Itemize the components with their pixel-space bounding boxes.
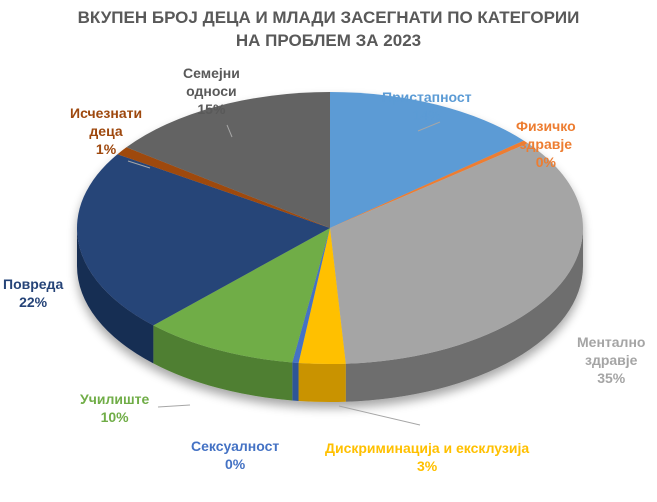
slice-label-8: Семејни односи 15% xyxy=(183,64,240,118)
pie-slice-7 xyxy=(117,147,330,228)
pie-slice-8 xyxy=(126,92,330,228)
leader-line-8 xyxy=(226,124,233,138)
slice-label-text: Исчезнати xyxy=(70,105,143,121)
slice-label-text: Повреда xyxy=(3,276,64,292)
leader-line-1 xyxy=(496,149,513,161)
leader-line-5 xyxy=(157,404,191,408)
pie-slice-6 xyxy=(76,154,331,326)
pie-side-5 xyxy=(153,325,293,401)
chart-title-line-2: НА ПРОБЛЕМ ЗА 2023 xyxy=(235,31,422,50)
slice-value-label: 1% xyxy=(95,141,117,157)
slice-label-0: Пристапност 14% xyxy=(382,88,472,124)
chart-title-line-1: ВКУПЕН БРОЈ ДЕЦА И МЛАДИ ЗАСЕГНАТИ ПО КА… xyxy=(77,8,580,27)
slice-label-4: Сексуалност 0% xyxy=(191,437,279,473)
slice-label-text: Дискриминација и ексклузија xyxy=(325,440,530,456)
slice-label-3: Дискриминација и ексклузија 3% xyxy=(325,439,529,475)
pie-slice-1 xyxy=(330,140,528,228)
leader-line-3 xyxy=(338,405,421,426)
slice-label-1: Физичко здравје 0% xyxy=(516,117,576,171)
slice-value-label: 15% xyxy=(197,101,226,117)
pie-slice-5 xyxy=(153,228,330,363)
pie-side-6 xyxy=(77,228,154,364)
pie-side-3 xyxy=(298,362,346,403)
slice-label-text: деца xyxy=(89,123,123,139)
chart-title: ВКУПЕН БРОЈ ДЕЦА И МЛАДИ ЗАСЕГНАТИ ПО КА… xyxy=(0,6,657,52)
pie-slice-4 xyxy=(292,228,330,363)
slice-label-text: Пристапност xyxy=(382,89,472,105)
slice-label-text: Училиште xyxy=(80,391,150,407)
leader-line-7 xyxy=(127,160,151,169)
slice-label-2: Ментално здравје 35% xyxy=(577,333,645,387)
slice-value-label: 0% xyxy=(225,456,246,472)
slice-value-label: 35% xyxy=(597,370,626,386)
slice-label-text: односи xyxy=(186,83,237,99)
slice-value-label: 14% xyxy=(412,107,441,123)
slice-label-text: здравје xyxy=(584,352,638,368)
slice-value-label: 3% xyxy=(416,458,438,474)
slice-label-text: Физичко xyxy=(516,118,576,134)
slice-label-7: Исчезнати деца 1% xyxy=(70,104,142,158)
slice-label-text: здравје xyxy=(519,136,573,152)
slice-value-label: 0% xyxy=(535,154,556,170)
pie-slice-0 xyxy=(330,92,524,228)
pie-side-2 xyxy=(345,228,583,402)
pie-slice-2 xyxy=(330,143,583,364)
slice-label-6: Повреда 22% xyxy=(3,275,63,311)
pie-slice-3 xyxy=(298,228,346,365)
slice-label-text: Сексуалност xyxy=(191,438,280,454)
slice-value-label: 10% xyxy=(100,409,129,425)
slice-label-text: Ментално xyxy=(577,334,646,350)
slice-label-text: Семејни xyxy=(183,65,240,81)
pie-side-4 xyxy=(292,362,299,401)
slice-value-label: 22% xyxy=(19,294,48,310)
slice-label-5: Училиште 10% xyxy=(80,390,149,426)
leader-line-0 xyxy=(417,121,441,132)
